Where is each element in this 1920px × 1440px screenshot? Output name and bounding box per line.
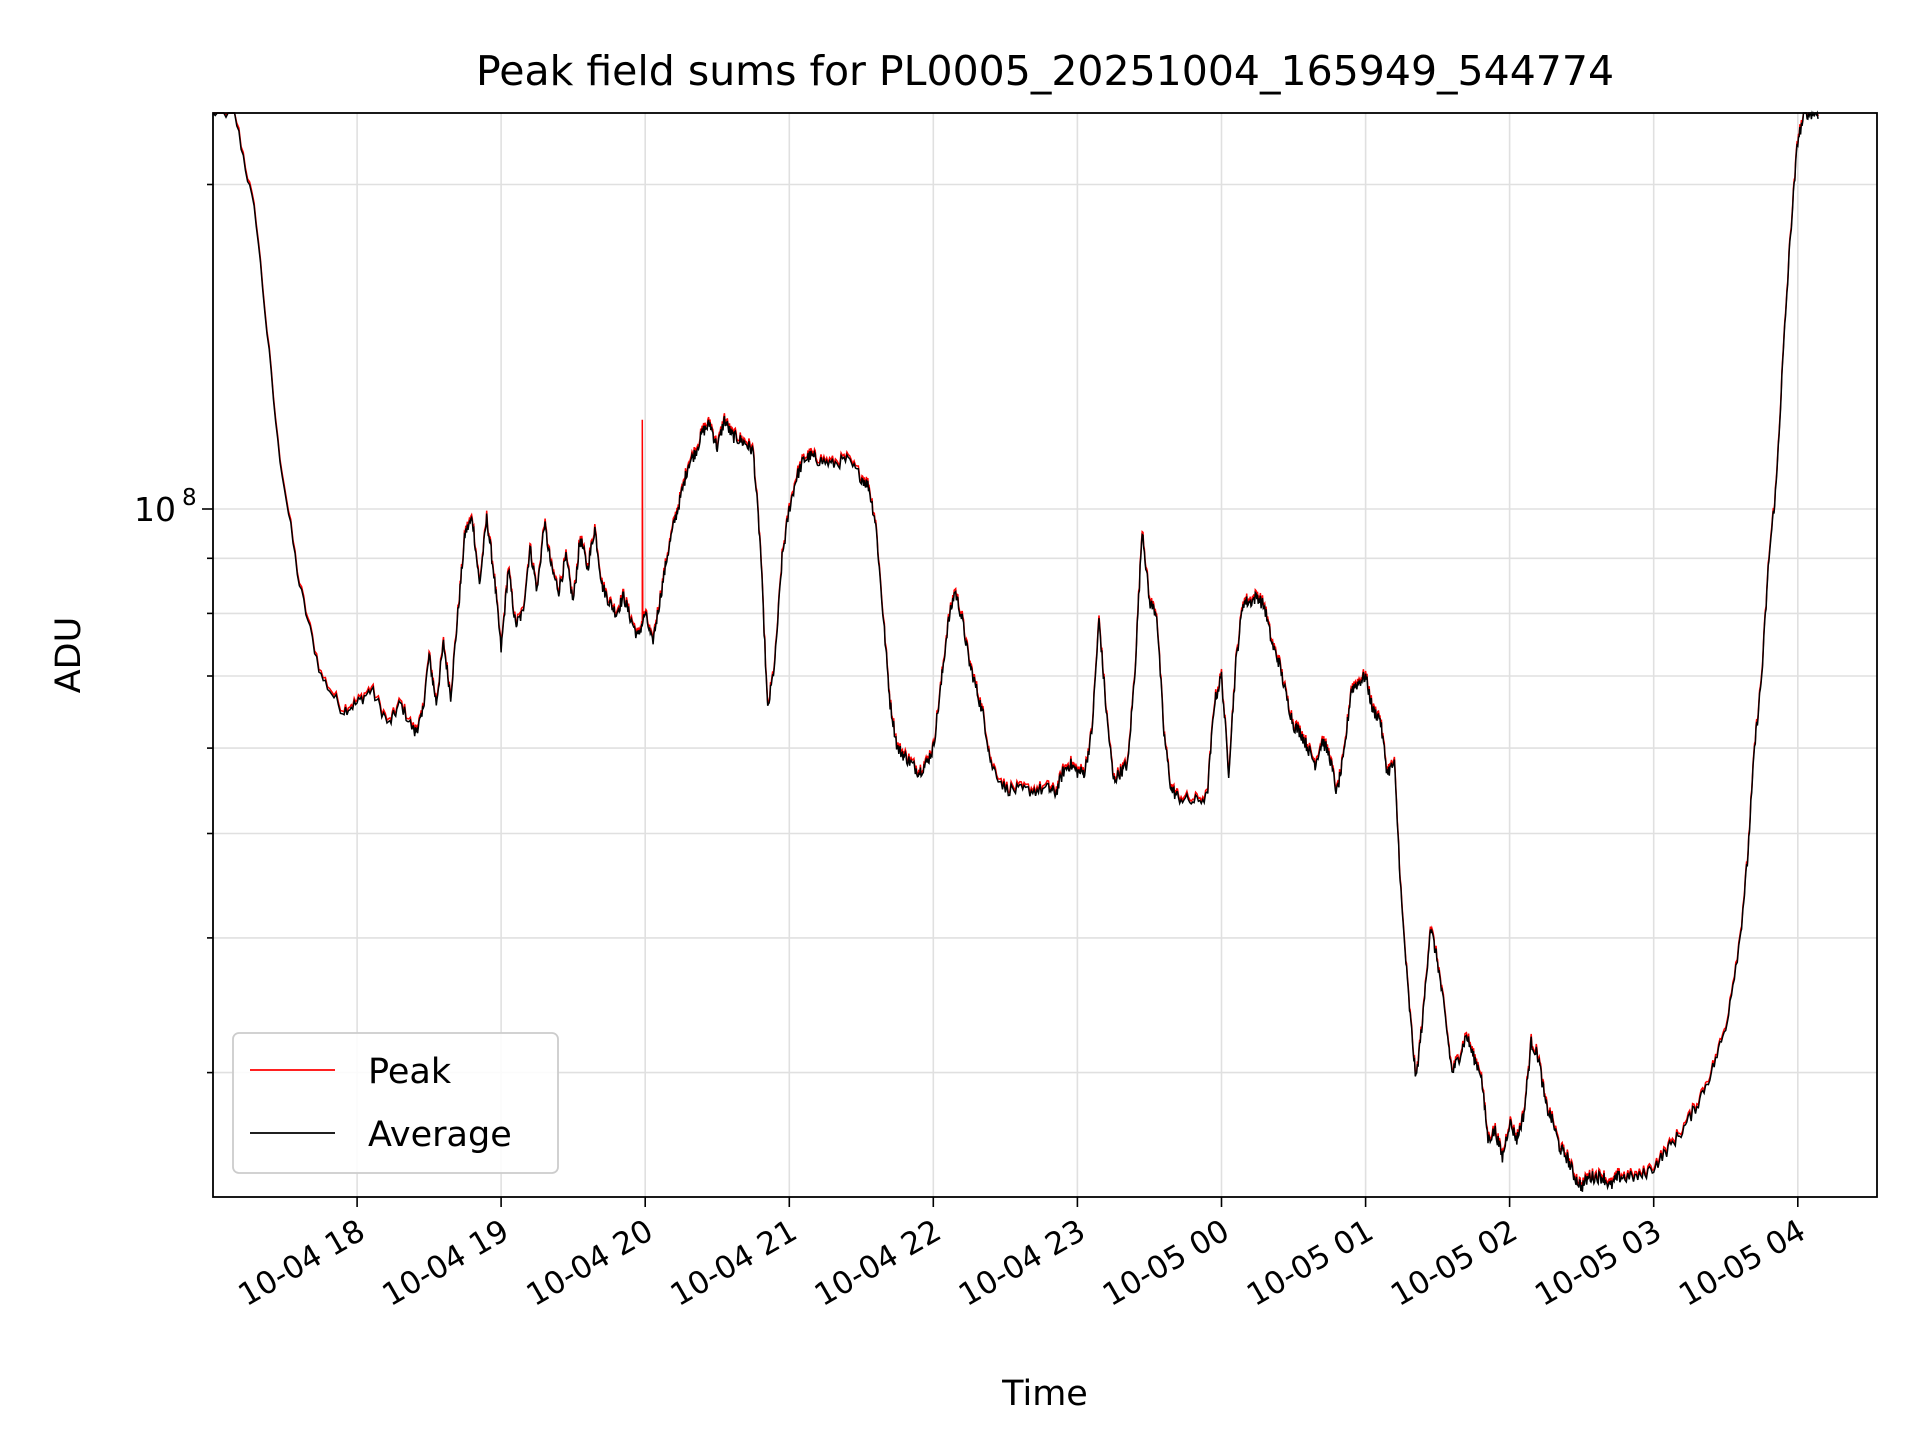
y-axis: 10 8 [134, 183, 213, 1074]
average-series-line [212, 110, 1819, 1192]
x-tick-label: 10-05 01 [1241, 1213, 1380, 1314]
x-tick-label: 10-04 23 [953, 1213, 1092, 1314]
x-tick-label: 10-05 02 [1385, 1213, 1524, 1314]
plot-background [213, 113, 1877, 1197]
x-tick-label: 10-05 00 [1097, 1213, 1236, 1314]
x-axis: 10-04 18 10-04 19 10-04 20 10-04 21 10-04 22… [232, 1197, 1812, 1314]
x-tick-label: 10-05 04 [1673, 1213, 1812, 1314]
legend-average-label: Average [368, 1115, 512, 1155]
series-lines [212, 110, 1819, 1192]
plot-frame [212, 112, 1878, 1198]
y-tick-label-base: 10 [134, 490, 176, 529]
x-tick-label: 10-05 03 [1529, 1213, 1668, 1314]
y-tick-label: 10 8 [134, 485, 197, 529]
legend-box [232, 1032, 559, 1174]
x-axis-label: Time [1001, 1374, 1088, 1414]
chart-title: Peak field sums for PL0005_20251004_1659… [476, 47, 1614, 95]
gridlines [213, 113, 1877, 1197]
x-tick-label: 10-04 20 [520, 1213, 659, 1314]
y-tick-label-exponent: 8 [182, 485, 197, 511]
legend-peak-label: Peak [368, 1052, 452, 1092]
x-tick-label: 10-04 18 [232, 1213, 371, 1314]
legend: Peak Average [232, 1032, 559, 1174]
y-axis-label: ADU [49, 617, 89, 694]
x-tick-label: 10-04 21 [665, 1213, 804, 1314]
x-tick-label: 10-04 19 [376, 1213, 515, 1314]
x-tick-label: 10-04 22 [809, 1213, 948, 1314]
